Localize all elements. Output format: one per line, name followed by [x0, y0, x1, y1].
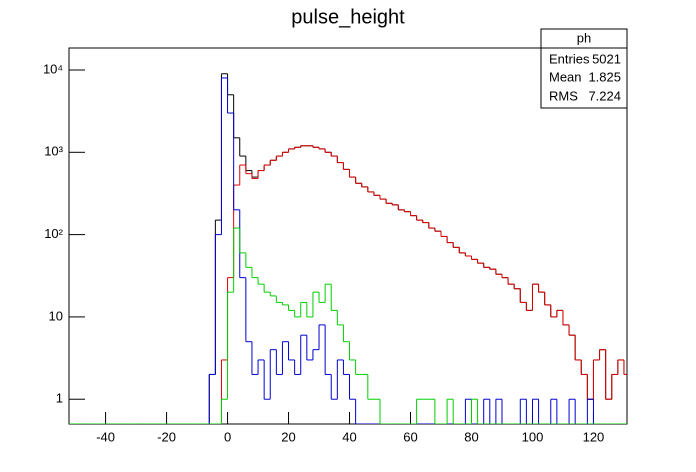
- x-tick-label: -20: [157, 429, 176, 444]
- stats-label: Entries: [549, 51, 590, 66]
- stats-value: 7.224: [588, 88, 621, 103]
- series: [69, 73, 627, 424]
- stats-title: ph: [577, 30, 591, 45]
- x-tick-label: -40: [96, 429, 115, 444]
- stats-box: ph Entries 5021 Mean 1.825 RMS 7.224: [540, 28, 628, 109]
- y-tick-label: 10: [49, 308, 63, 323]
- x-tick-label: 40: [342, 429, 356, 444]
- stats-value: 1.825: [588, 69, 621, 84]
- stats-label: Mean: [549, 69, 582, 84]
- x-tick-label: 0: [224, 429, 231, 444]
- x-tick-label: 60: [403, 429, 417, 444]
- series: [69, 227, 627, 424]
- x-tick-label: 120: [583, 429, 605, 444]
- y-tick-label: 10⁴: [43, 61, 63, 76]
- x-tick-label: 80: [464, 429, 478, 444]
- stats-value: 5021: [592, 51, 621, 66]
- stats-frame: [540, 28, 628, 109]
- x-tick-label: 20: [281, 429, 295, 444]
- chart-title: pulse_height: [291, 6, 405, 28]
- y-tick-label: 10³: [44, 144, 63, 159]
- y-tick-label: 1: [56, 391, 63, 406]
- y-tick-label: 10²: [44, 226, 63, 241]
- x-tick-label: 100: [522, 429, 544, 444]
- plot-frame: [68, 47, 628, 425]
- series: [69, 77, 627, 424]
- stats-label: RMS: [549, 88, 578, 103]
